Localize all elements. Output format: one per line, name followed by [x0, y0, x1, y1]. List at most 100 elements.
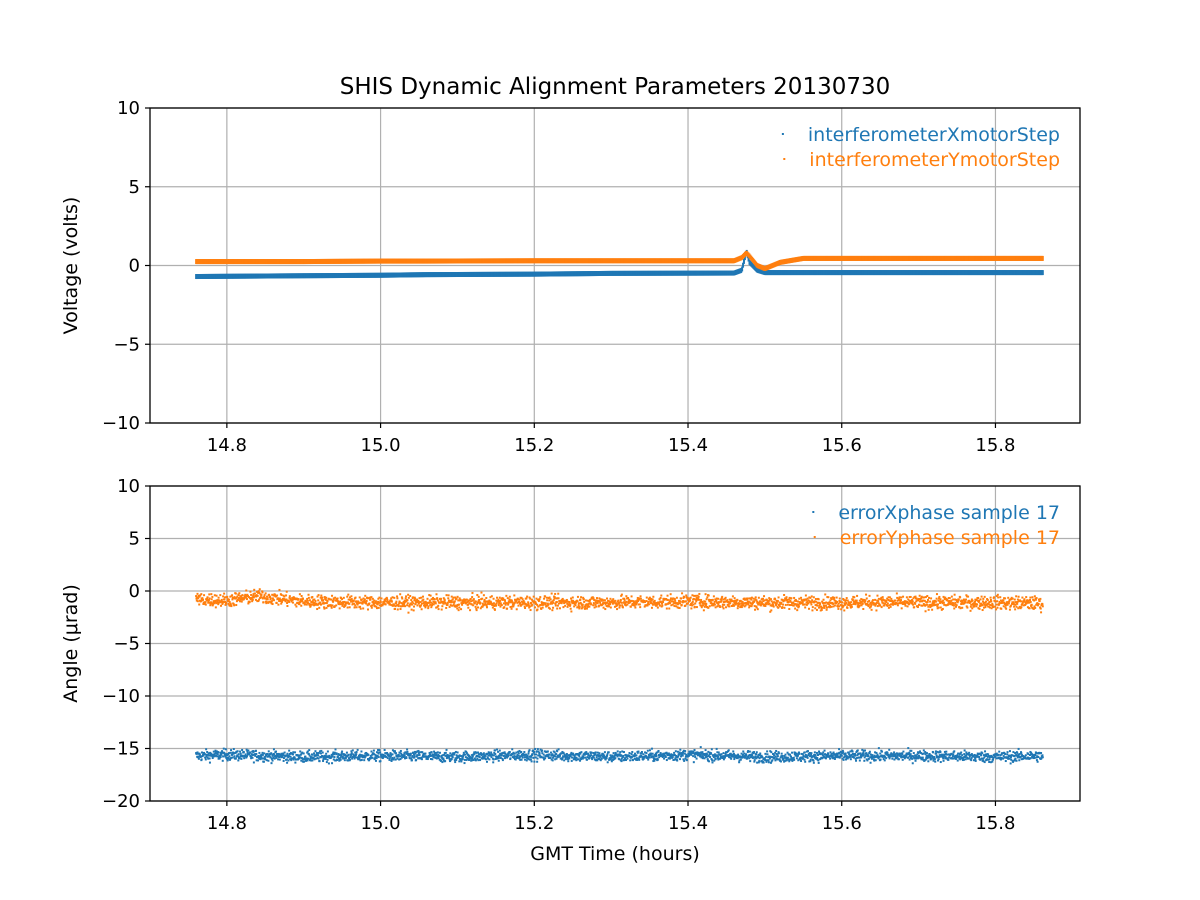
data-point	[962, 756, 965, 759]
data-point	[963, 753, 966, 756]
data-point	[845, 756, 848, 759]
data-point	[389, 603, 392, 606]
data-point	[909, 753, 912, 756]
data-point	[271, 593, 274, 596]
data-point	[406, 604, 409, 607]
data-point	[824, 753, 827, 756]
data-point	[539, 748, 542, 751]
data-point	[605, 755, 608, 758]
data-point	[845, 758, 848, 761]
data-point	[562, 752, 565, 755]
data-point	[750, 755, 753, 758]
data-point	[238, 592, 241, 595]
data-point	[515, 757, 518, 760]
data-point	[205, 748, 208, 751]
data-point	[514, 758, 517, 761]
data-point	[297, 754, 300, 757]
data-point	[255, 590, 258, 593]
data-point	[268, 593, 271, 596]
data-point	[347, 598, 350, 601]
data-point	[309, 755, 312, 758]
data-point	[793, 758, 796, 761]
data-point	[760, 754, 763, 757]
data-point	[523, 751, 526, 754]
data-point	[904, 756, 907, 759]
data-point	[713, 759, 716, 762]
data-point	[251, 596, 254, 599]
data-point	[1004, 753, 1007, 756]
data-point	[778, 758, 781, 761]
data-point	[858, 756, 861, 759]
data-point	[1029, 757, 1032, 760]
data-point	[580, 751, 583, 754]
data-point	[1026, 757, 1029, 760]
data-point	[956, 754, 959, 757]
data-point	[563, 759, 566, 762]
data-point	[316, 752, 319, 755]
data-point	[732, 755, 735, 758]
data-point	[525, 759, 528, 762]
data-point	[676, 759, 679, 762]
data-point	[782, 758, 785, 761]
data-point	[234, 597, 237, 600]
data-point	[387, 753, 390, 756]
data-point	[463, 758, 466, 761]
data-point	[901, 758, 904, 761]
data-point	[271, 597, 274, 600]
data-point	[370, 605, 373, 608]
data-point	[307, 596, 310, 599]
data-point	[336, 600, 339, 603]
data-point	[362, 607, 365, 610]
data-point	[894, 753, 897, 756]
data-point	[607, 751, 610, 754]
data-point	[366, 752, 369, 755]
data-point	[368, 603, 371, 606]
data-point	[685, 759, 688, 762]
data-point	[757, 761, 760, 764]
data-point	[1002, 755, 1005, 758]
data-point	[1019, 755, 1022, 758]
data-point	[723, 756, 726, 759]
data-point	[528, 749, 531, 752]
series-interferometerXmotorStep	[195, 249, 1044, 280]
data-point	[453, 753, 456, 756]
data-point	[203, 751, 206, 754]
data-point	[1040, 752, 1043, 755]
data-point	[325, 606, 328, 609]
data-point	[986, 755, 989, 758]
data-point	[681, 752, 684, 755]
data-point	[235, 750, 238, 753]
data-point	[770, 751, 773, 754]
data-point	[378, 749, 381, 752]
data-point	[800, 756, 803, 759]
data-point	[722, 755, 725, 758]
data-point	[213, 753, 216, 756]
data-point	[978, 756, 981, 759]
data-point	[403, 599, 406, 602]
data-point	[749, 754, 752, 757]
data-point	[401, 605, 404, 608]
data-point	[392, 604, 395, 607]
data-point	[441, 761, 444, 764]
data-point	[851, 750, 854, 753]
data-point	[350, 750, 353, 753]
data-point	[526, 754, 529, 757]
data-point	[279, 598, 282, 601]
data-point	[341, 604, 344, 607]
data-point	[215, 750, 218, 753]
data-point	[291, 601, 294, 604]
data-point	[836, 752, 839, 755]
data-point	[855, 759, 858, 762]
data-point	[391, 596, 394, 599]
data-point	[689, 753, 692, 756]
data-point	[469, 756, 472, 759]
data-point	[700, 752, 703, 755]
data-point	[831, 754, 834, 757]
data-point	[680, 755, 683, 758]
data-point	[699, 746, 702, 749]
data-point	[753, 760, 756, 763]
data-point	[802, 757, 805, 760]
data-point	[285, 754, 288, 757]
data-point	[301, 751, 304, 754]
data-point	[278, 599, 281, 602]
